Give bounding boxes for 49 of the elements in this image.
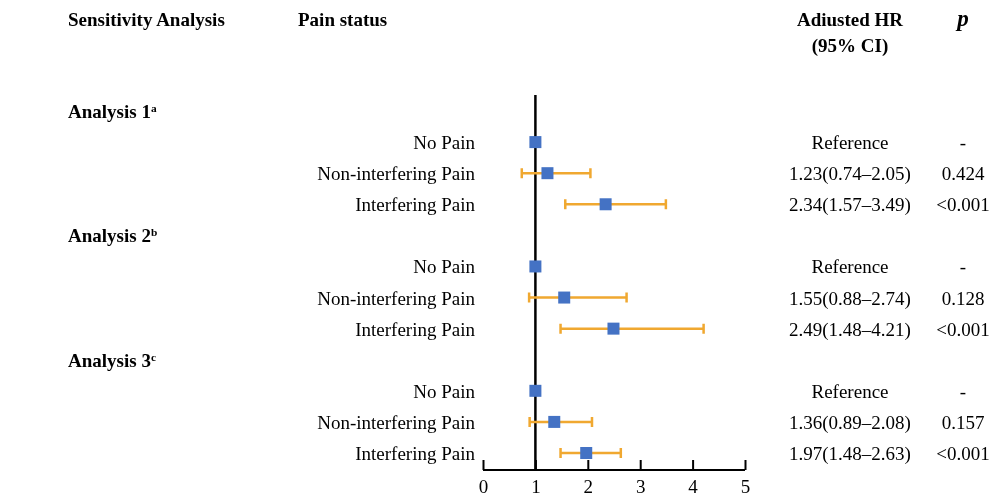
text: Reference xyxy=(811,256,889,278)
text: 0.157 xyxy=(941,411,985,433)
text: Reference xyxy=(811,132,889,154)
x-tick-label: 4 xyxy=(688,476,699,493)
text: 2.34(1.57–3.49) xyxy=(789,194,911,217)
point xyxy=(541,167,554,180)
text: Analysis 1$^{a}$ xyxy=(68,101,157,122)
text: Sensitivity Analysis xyxy=(68,9,225,30)
text: 2.49(1.48–4.21) xyxy=(789,318,911,341)
y-tick-label: Non-interfering Pain xyxy=(317,411,476,433)
text: 0.128 xyxy=(941,287,985,309)
y-tick-label: No Pain xyxy=(413,256,476,278)
y-tick-label: No Pain xyxy=(413,132,476,154)
x-tick-label: 1 xyxy=(531,476,541,493)
text: - xyxy=(959,256,967,278)
point xyxy=(548,415,561,428)
point xyxy=(529,136,542,149)
text: Analysis 2$^{b}$ xyxy=(68,225,158,247)
x-tick-label: 0 xyxy=(478,476,489,493)
x-tick-label: 2 xyxy=(583,476,594,493)
point xyxy=(580,447,593,459)
text: Adiusted HR (95% CI) xyxy=(796,9,904,57)
y-tick-label: Interfering Pain xyxy=(355,194,476,216)
y-tick-label: Interfering Pain xyxy=(355,443,476,464)
y-tick-label: No Pain xyxy=(413,380,476,402)
point xyxy=(529,384,542,397)
text: 1.55(0.88–2.74) xyxy=(789,287,911,310)
text: <0.001 xyxy=(936,194,990,216)
point xyxy=(529,260,542,273)
text: 1.23(0.74–2.05) xyxy=(789,163,911,186)
point xyxy=(599,198,612,211)
text: 1.36(0.89–2.08) xyxy=(789,411,911,434)
x-tick-label: 5 xyxy=(740,476,751,493)
text: p xyxy=(955,6,969,31)
text: 0.424 xyxy=(941,163,985,185)
y-tick-label: Non-interfering Pain xyxy=(317,163,476,185)
text: <0.001 xyxy=(936,443,990,464)
text: <0.001 xyxy=(936,318,990,340)
text: - xyxy=(959,380,967,402)
y-tick-label: Interfering Pain xyxy=(355,318,476,340)
x-tick-label: 3 xyxy=(635,476,646,493)
text: - xyxy=(959,132,967,154)
point xyxy=(558,291,571,304)
point xyxy=(607,322,620,335)
text: 1.97(1.48–2.63) xyxy=(789,443,911,465)
text: Pain status xyxy=(298,9,388,30)
text: Reference xyxy=(811,380,889,402)
text: Analysis 3$^{c}$ xyxy=(68,349,156,371)
y-tick-label: Non-interfering Pain xyxy=(317,287,476,309)
